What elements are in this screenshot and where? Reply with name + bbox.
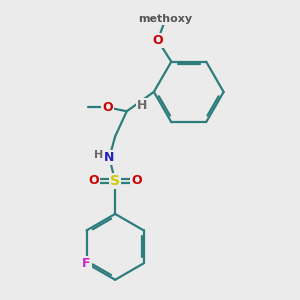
Text: O: O [88,175,99,188]
Text: O: O [152,34,163,47]
Text: F: F [82,257,91,270]
Text: H: H [137,99,147,112]
Text: O: O [131,175,142,188]
Text: O: O [102,101,113,114]
Text: methoxy: methoxy [162,18,169,20]
Text: S: S [110,174,120,188]
Text: methoxy: methoxy [138,14,193,24]
Text: H: H [94,150,103,160]
Text: N: N [104,151,115,164]
